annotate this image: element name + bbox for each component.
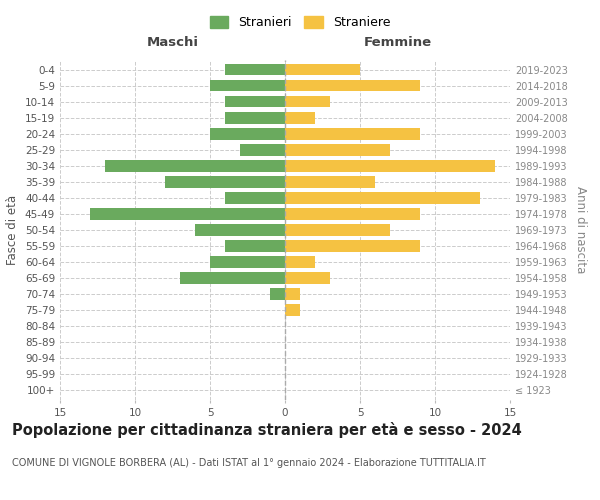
Bar	[285, 112, 315, 124]
Y-axis label: Fasce di età: Fasce di età	[7, 195, 19, 265]
Bar	[210, 256, 285, 268]
Bar	[285, 192, 480, 203]
Bar	[225, 192, 285, 203]
Bar	[270, 288, 285, 300]
Bar	[285, 96, 330, 108]
Bar	[285, 176, 375, 188]
Bar	[225, 240, 285, 252]
Bar	[225, 64, 285, 76]
Bar	[285, 80, 420, 92]
Bar	[195, 224, 285, 236]
Bar	[225, 112, 285, 124]
Text: COMUNE DI VIGNOLE BORBERA (AL) - Dati ISTAT al 1° gennaio 2024 - Elaborazione TU: COMUNE DI VIGNOLE BORBERA (AL) - Dati IS…	[12, 458, 486, 468]
Bar	[180, 272, 285, 284]
Bar	[165, 176, 285, 188]
Bar	[105, 160, 285, 172]
Bar	[210, 80, 285, 92]
Bar	[225, 96, 285, 108]
Legend: Stranieri, Straniere: Stranieri, Straniere	[205, 11, 395, 34]
Y-axis label: Anni di nascita: Anni di nascita	[574, 186, 587, 274]
Bar	[285, 240, 420, 252]
Bar	[285, 224, 390, 236]
Text: Femmine: Femmine	[364, 36, 431, 49]
Bar	[285, 160, 495, 172]
Bar	[285, 64, 360, 76]
Text: Maschi: Maschi	[146, 36, 199, 49]
Bar	[285, 144, 390, 156]
Text: Popolazione per cittadinanza straniera per età e sesso - 2024: Popolazione per cittadinanza straniera p…	[12, 422, 522, 438]
Bar	[210, 128, 285, 140]
Bar	[90, 208, 285, 220]
Bar	[285, 288, 300, 300]
Bar	[240, 144, 285, 156]
Bar	[285, 272, 330, 284]
Bar	[285, 128, 420, 140]
Bar	[285, 304, 300, 316]
Bar	[285, 208, 420, 220]
Bar	[285, 256, 315, 268]
